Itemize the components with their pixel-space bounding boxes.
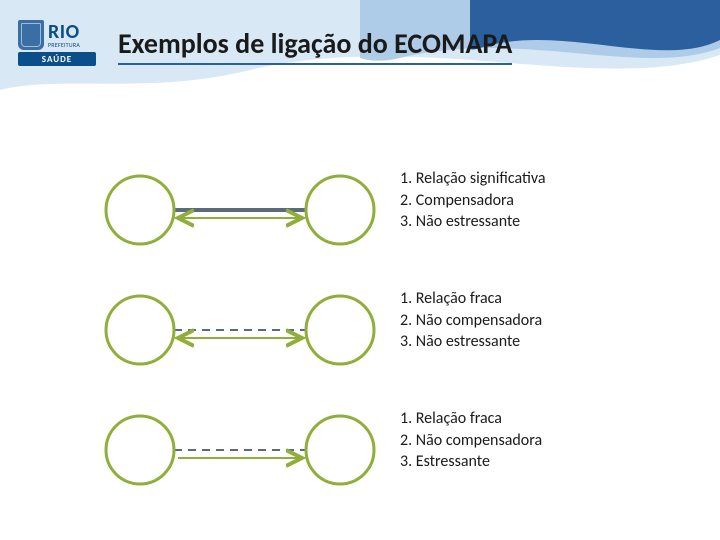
- rows-container: 1. Relação significativa 2. Compensadora…: [0, 150, 720, 510]
- logo-top: RIO PREFEITURA: [18, 20, 106, 50]
- diagram-1: [100, 170, 380, 250]
- page-title: Exemplos de ligação do ECOMAPA: [118, 26, 512, 65]
- logo-city: RIO: [48, 22, 80, 42]
- desc-2-line-3: 3. Não estressante: [400, 331, 542, 353]
- desc-1: 1. Relação significativa 2. Compensadora…: [400, 168, 546, 233]
- node-right: [306, 416, 374, 484]
- logo-subtitle: PREFEITURA: [48, 42, 80, 48]
- logo-department: SAÚDE: [18, 52, 96, 66]
- logo-text: RIO PREFEITURA: [48, 22, 80, 48]
- example-row-1: 1. Relação significativa 2. Compensadora…: [0, 150, 720, 270]
- diagram-3: [100, 410, 380, 490]
- node-right: [306, 176, 374, 244]
- logo: RIO PREFEITURA SAÚDE: [18, 20, 106, 72]
- desc-2-line-1: 1. Relação fraca: [400, 288, 542, 310]
- desc-2-line-2: 2. Não compensadora: [400, 310, 542, 332]
- node-left: [106, 176, 174, 244]
- diagram-2: [100, 290, 380, 370]
- desc-1-line-1: 1. Relação significativa: [400, 168, 546, 190]
- crest-icon: [18, 20, 44, 50]
- example-row-3: 1. Relação fraca 2. Não compensadora 3. …: [0, 390, 720, 510]
- desc-2: 1. Relação fraca 2. Não compensadora 3. …: [400, 288, 542, 353]
- node-right: [306, 296, 374, 364]
- desc-1-line-3: 3. Não estressante: [400, 211, 546, 233]
- desc-3-line-1: 1. Relação fraca: [400, 408, 542, 430]
- desc-3-line-2: 2. Não compensadora: [400, 430, 542, 452]
- example-row-2: 1. Relação fraca 2. Não compensadora 3. …: [0, 270, 720, 390]
- desc-3-line-3: 3. Estressante: [400, 451, 542, 473]
- desc-3: 1. Relação fraca 2. Não compensadora 3. …: [400, 408, 542, 473]
- node-left: [106, 296, 174, 364]
- desc-1-line-2: 2. Compensadora: [400, 190, 546, 212]
- node-left: [106, 416, 174, 484]
